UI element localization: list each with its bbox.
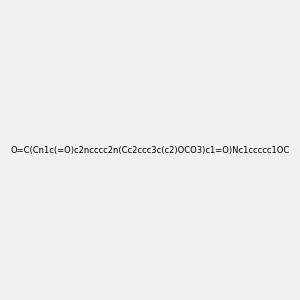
Text: O=C(Cn1c(=O)c2ncccc2n(Cc2ccc3c(c2)OCO3)c1=O)Nc1ccccc1OC: O=C(Cn1c(=O)c2ncccc2n(Cc2ccc3c(c2)OCO3)c… xyxy=(11,146,290,154)
